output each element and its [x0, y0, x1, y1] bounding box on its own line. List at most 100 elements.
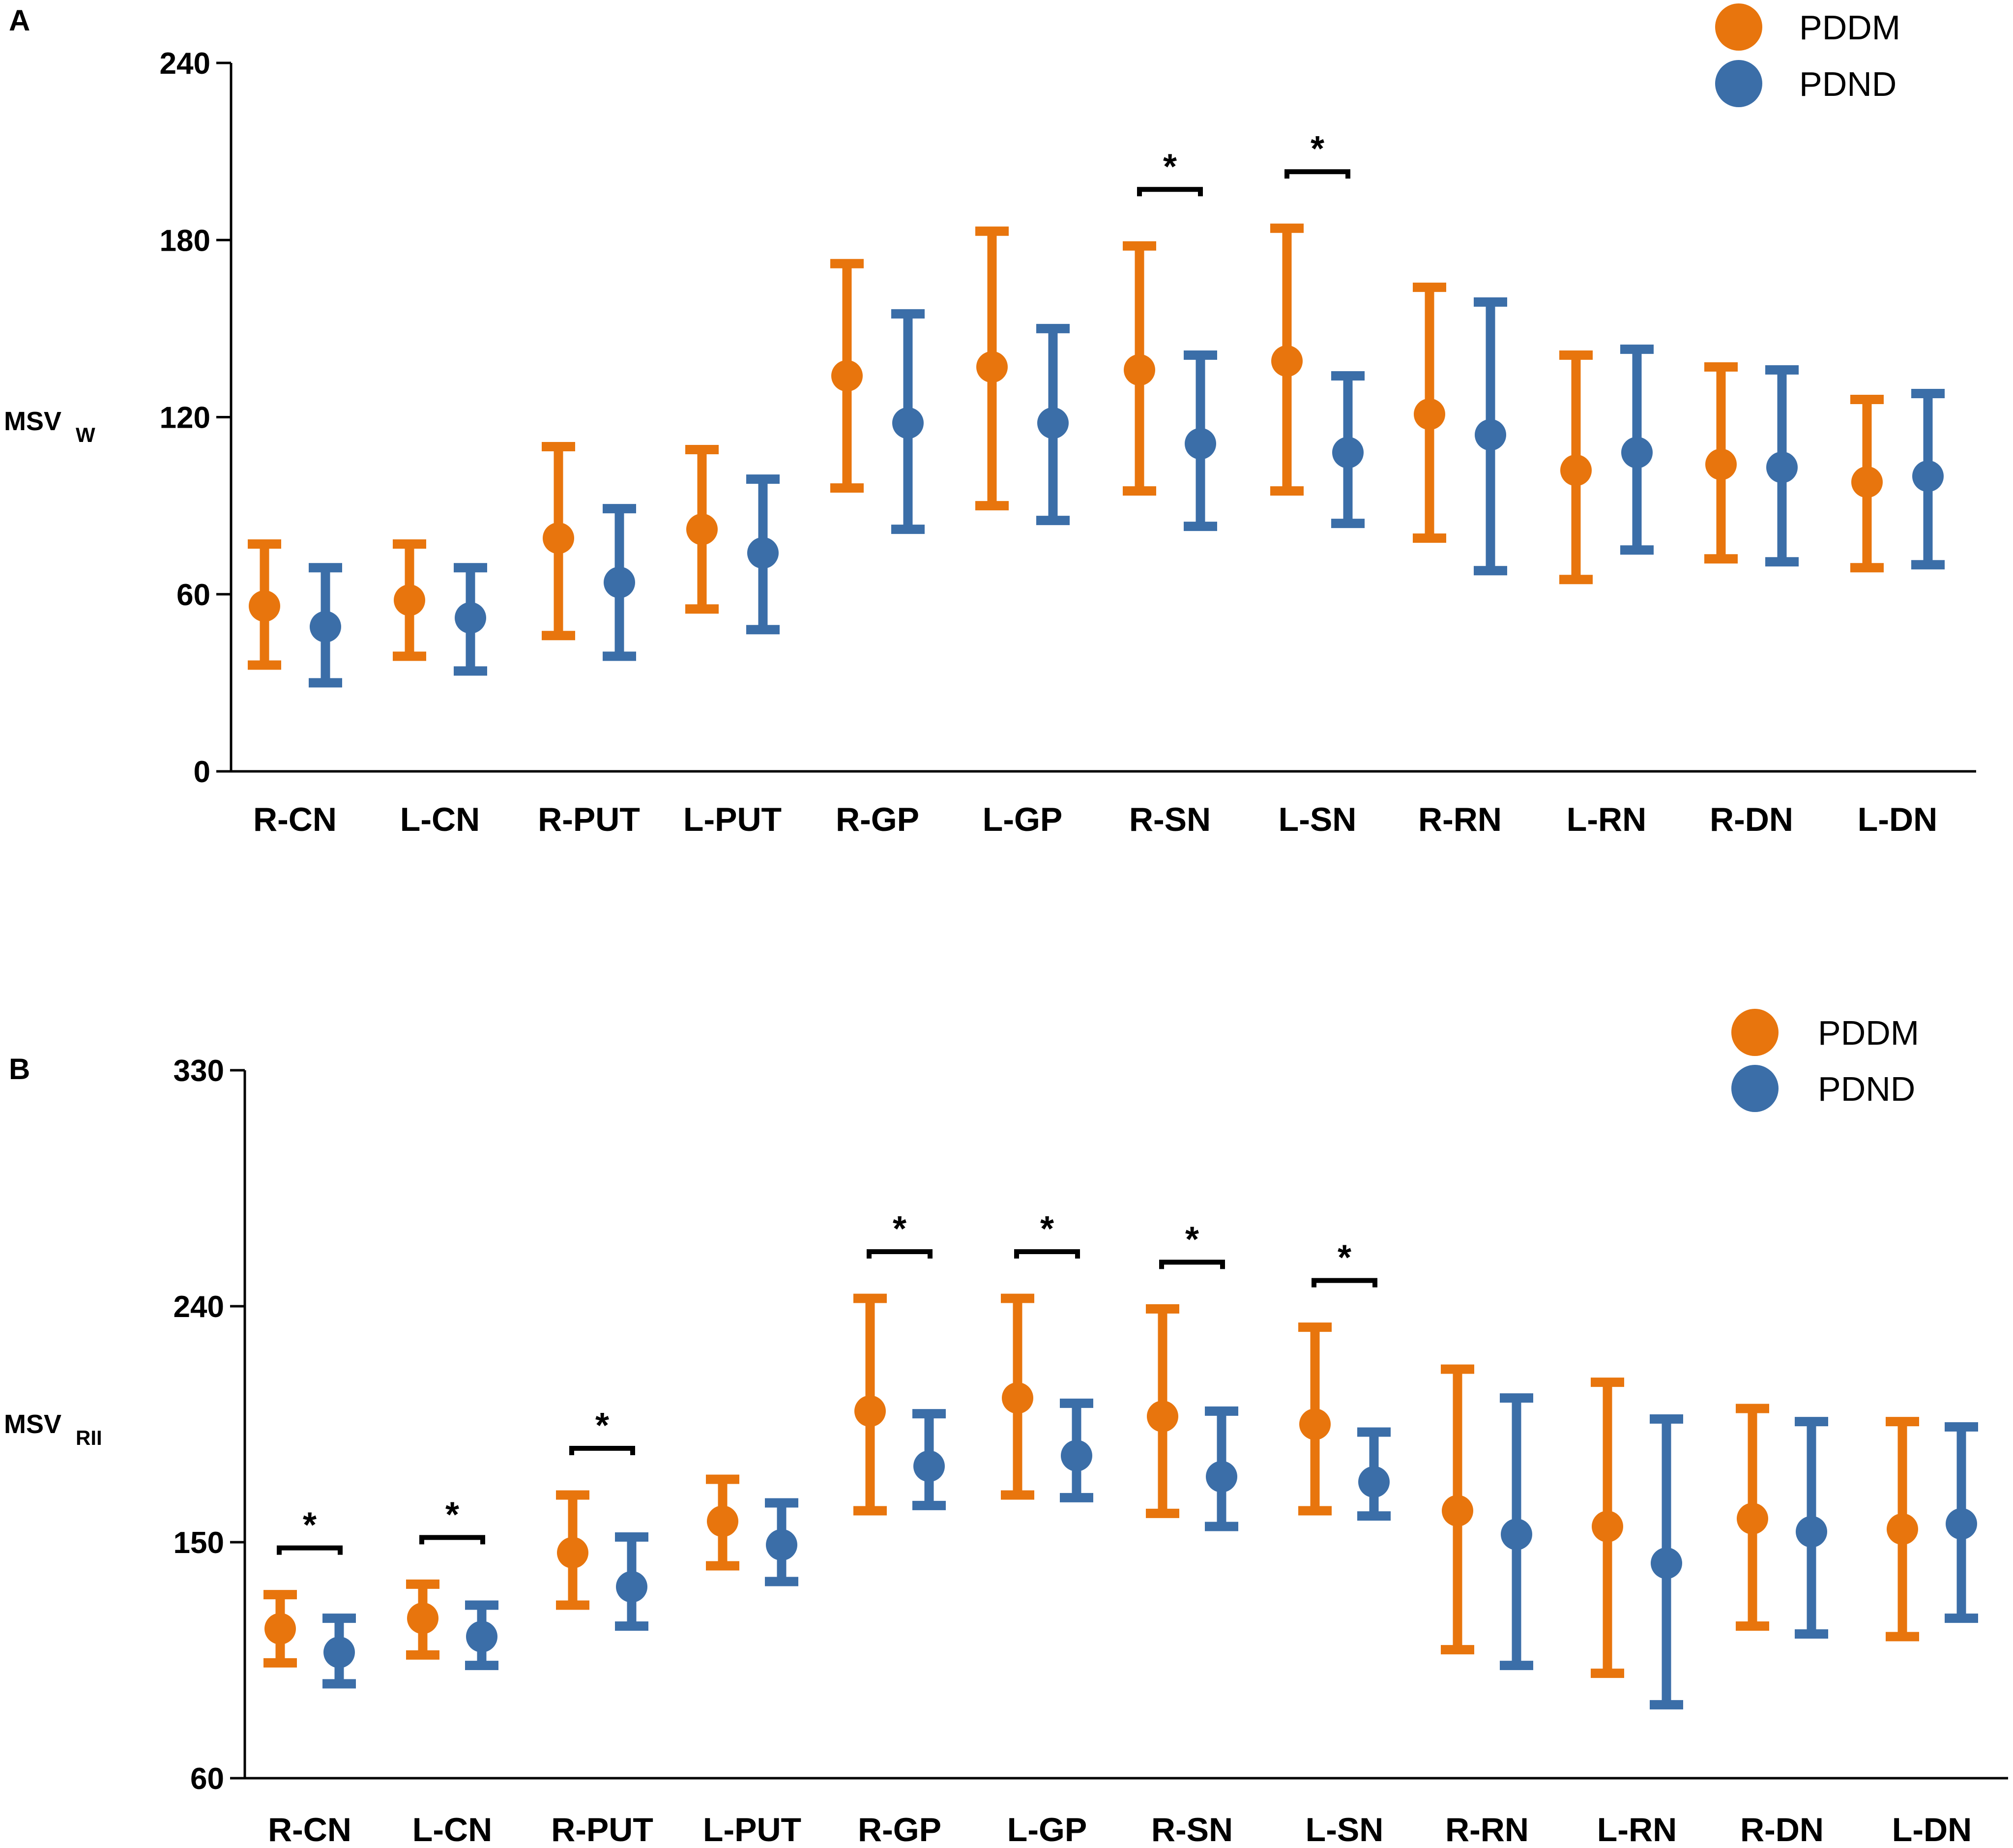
data-point-pdnd	[766, 1529, 797, 1561]
data-point-pdnd	[1475, 419, 1506, 451]
data-point-pddm	[394, 584, 425, 616]
data-point-pddm	[1442, 1495, 1473, 1526]
data-point-pddm	[1271, 345, 1303, 377]
data-point-pdnd	[1332, 437, 1364, 469]
data-point-pddm	[557, 1537, 588, 1569]
y-tick-label: 240	[174, 1290, 224, 1324]
data-point-pddm	[1147, 1401, 1178, 1432]
y-axis-label-b: MSV RII	[4, 1409, 102, 1449]
x-category-label: L-CN	[400, 801, 480, 838]
x-category-label: L-DN	[1858, 801, 1937, 838]
significance-star: *	[1185, 1220, 1199, 1259]
data-point-pdnd	[1912, 460, 1944, 492]
legend-marker-pddm-b	[1731, 1009, 1779, 1056]
y-tick-label: 120	[160, 401, 210, 435]
data-point-pddm	[1851, 466, 1883, 498]
plot-b: 60 150 240 330 R-CN L-CN R-PUT L-PUT R-GP L-GP R-S…	[174, 1054, 2008, 1848]
significance-bracket	[867, 1249, 933, 1259]
x-category-label: L-SN	[1306, 1811, 1384, 1848]
y-tick-label: 180	[160, 224, 210, 258]
x-category-label: R-CN	[268, 1811, 351, 1848]
data-point-pddm	[1592, 1511, 1623, 1542]
data-point-pdnd	[1358, 1466, 1390, 1498]
data-point-pdnd	[604, 566, 635, 598]
significance-bracket	[1159, 1260, 1225, 1269]
plot-a: 0 60 120 180 240 R-CN L-CN R-PUT L-PUT R-GP L-GP R-…	[160, 47, 1976, 838]
significance-star: *	[303, 1506, 317, 1545]
data-point-pdnd	[1206, 1461, 1237, 1493]
significance-star: *	[1311, 129, 1324, 169]
data-point-pdnd	[323, 1637, 355, 1668]
significance-star: *	[1338, 1238, 1351, 1278]
significance-star: *	[893, 1209, 906, 1249]
y-tick-label: 60	[176, 578, 210, 612]
significance-bracket	[419, 1535, 485, 1545]
data-point-pdnd	[1651, 1547, 1682, 1579]
significance-star: *	[445, 1495, 459, 1534]
data-point-pddm	[831, 360, 863, 392]
panel-label-a: A	[9, 4, 30, 37]
data-point-pddm	[1737, 1503, 1768, 1534]
data-point-pddm	[1887, 1513, 1918, 1545]
data-point-pddm	[1705, 448, 1737, 480]
x-category-label: L-PUT	[703, 1811, 801, 1848]
data-point-pdnd	[1796, 1516, 1827, 1548]
x-category-label: L-GP	[983, 801, 1062, 838]
x-category-label: R-CN	[253, 801, 337, 838]
x-category-label: R-RN	[1445, 1811, 1529, 1848]
x-category-label: L-GP	[1007, 1811, 1087, 1848]
data-point-pddm	[1560, 454, 1592, 486]
y-tick-label: 60	[190, 1762, 224, 1796]
x-category-label: L-DN	[1892, 1811, 1972, 1848]
data-point-pddm	[707, 1505, 738, 1537]
x-category-label: L-CN	[412, 1811, 492, 1848]
legend-marker-pdnd-b	[1731, 1065, 1779, 1112]
x-category-label: R-DN	[1740, 1811, 1824, 1848]
legend-label-pddm-b: PDDM	[1818, 1014, 1919, 1052]
y-tick-label: 0	[194, 755, 210, 789]
data-point-pdnd	[455, 602, 486, 634]
significance-bracket	[1312, 1278, 1377, 1288]
x-category-label: R-PUT	[538, 801, 640, 838]
data-point-pdnd	[1501, 1519, 1532, 1550]
x-category-label: L-RN	[1597, 1811, 1677, 1848]
data-point-pdnd	[1621, 437, 1653, 469]
significance-bracket	[277, 1545, 343, 1555]
legend-label-pdnd-a: PDND	[1799, 65, 1896, 103]
legend-marker-pdnd-a	[1715, 60, 1762, 107]
x-category-label: R-DN	[1710, 801, 1793, 838]
data-point-pdnd	[310, 611, 341, 643]
y-axis-label-a: MSV W	[4, 407, 95, 446]
significance-bracket	[569, 1446, 635, 1455]
data-point-pdnd	[616, 1571, 647, 1603]
x-category-label: L-SN	[1279, 801, 1357, 838]
data-point-pddm	[1414, 398, 1445, 430]
data-point-pddm	[1299, 1408, 1331, 1440]
significance-bracket	[1014, 1249, 1080, 1259]
y-tick-label: 240	[160, 47, 210, 81]
significance-bracket	[1137, 187, 1203, 197]
legend-b: PDDM PDND	[1731, 1009, 1919, 1112]
data-point-pddm	[407, 1602, 438, 1634]
data-point-pddm	[543, 522, 574, 554]
data-point-pdnd	[1061, 1440, 1092, 1471]
data-point-pdnd	[1946, 1508, 1977, 1540]
legend-marker-pddm-a	[1715, 3, 1762, 51]
data-point-pddm	[1124, 354, 1155, 386]
x-category-label: L-RN	[1567, 801, 1646, 838]
significance-star: *	[595, 1406, 609, 1445]
data-point-pddm	[686, 513, 718, 545]
data-point-pdnd	[747, 537, 779, 569]
significance-star: *	[1163, 147, 1177, 186]
x-category-label: R-SN	[1129, 801, 1211, 838]
data-point-pdnd	[466, 1621, 497, 1652]
data-point-pdnd	[1185, 428, 1216, 460]
legend-label-pddm-a: PDDM	[1799, 8, 1900, 47]
legend-label-pdnd-b: PDND	[1818, 1070, 1915, 1108]
x-category-label: R-GP	[858, 1811, 941, 1848]
data-point-pdnd	[1037, 407, 1069, 439]
data-point-pdnd	[1766, 451, 1798, 483]
legend-a: PDDM PDND	[1715, 3, 1900, 107]
data-point-pddm	[264, 1613, 296, 1644]
